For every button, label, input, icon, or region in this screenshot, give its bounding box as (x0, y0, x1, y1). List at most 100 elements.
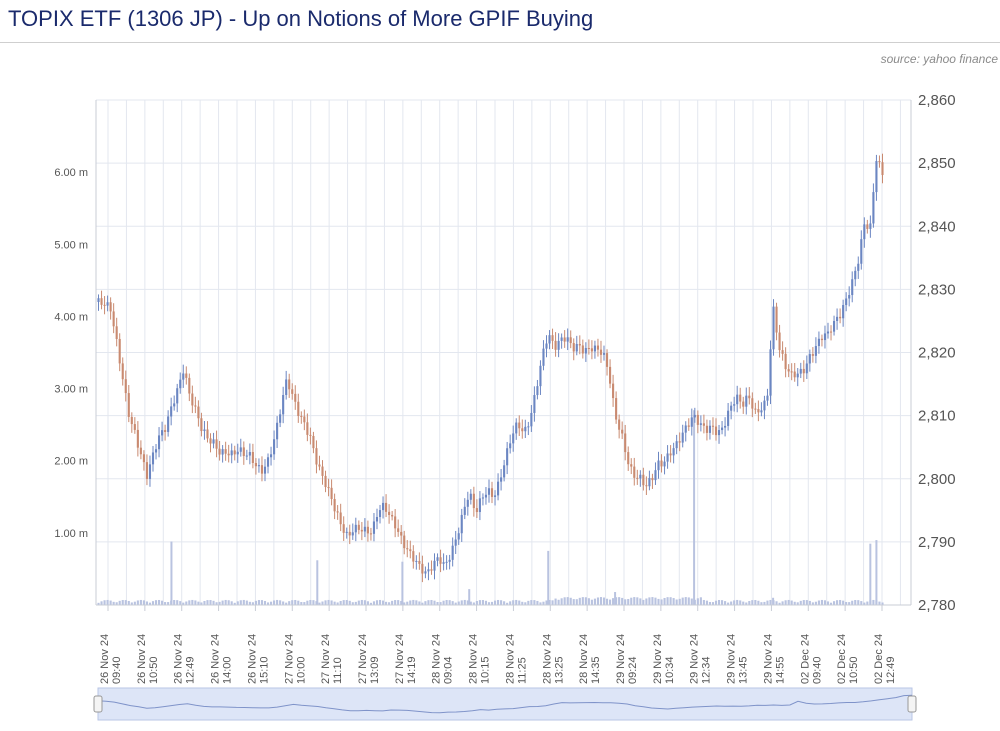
volume-bar (745, 602, 748, 605)
range-navigator[interactable] (93, 687, 917, 721)
volume-bar (636, 597, 639, 605)
candle-body (124, 379, 127, 394)
candle-body (327, 487, 330, 489)
time-tick-time: 13:25 (553, 656, 565, 684)
candle-body (696, 414, 699, 425)
volume-bar (866, 601, 869, 605)
volume-bar (403, 602, 406, 605)
candle-body (354, 524, 357, 533)
time-tick-label: 27 Nov 24 13:09 (357, 634, 381, 684)
candle-body (136, 429, 139, 448)
chart-grid (96, 99, 911, 606)
volume-bar (291, 600, 294, 605)
candle-body (397, 528, 400, 532)
volume-bar (321, 601, 324, 605)
volume-bar (327, 599, 330, 605)
candle-body (733, 404, 736, 406)
candle-body (248, 452, 251, 456)
volume-bar (115, 602, 118, 605)
volume-bar (282, 601, 285, 605)
candle-body (823, 333, 827, 341)
volume-bar (615, 597, 618, 605)
time-tick-label: 29 Nov 24 13:45 (726, 634, 750, 684)
volume-bar (836, 600, 839, 605)
volume-bar (705, 600, 708, 605)
source-note: source: yahoo finance (880, 52, 998, 66)
volume-bar (254, 600, 257, 605)
candle-body (273, 439, 276, 455)
candle-body (802, 368, 805, 374)
volume-bar (136, 600, 139, 605)
candle-body (875, 161, 878, 193)
navigator-handle-left[interactable] (93, 695, 103, 713)
candle-body (436, 557, 439, 561)
candle-body (663, 461, 666, 467)
volume-bar (490, 601, 494, 605)
candle-body (687, 425, 690, 427)
volume-spike (869, 543, 872, 605)
candle-body (872, 192, 875, 224)
time-tick-time: 12:49 (185, 656, 197, 684)
volume-bar (784, 600, 787, 605)
candle-body (739, 394, 742, 402)
time-tick-date: 27 Nov 24 (394, 634, 406, 684)
candle-body (566, 337, 569, 342)
candle-body (360, 529, 363, 532)
time-tick-time: 09:04 (443, 656, 455, 684)
volume-bar (418, 601, 421, 605)
candle-body (539, 365, 542, 387)
time-tick-time: 14:00 (222, 656, 234, 684)
candle-body (164, 430, 167, 432)
candle-body (357, 524, 360, 530)
candle-body (845, 298, 848, 306)
price-tick-label: 2,840 (918, 218, 956, 235)
volume-bar (300, 602, 303, 605)
volume-bar (572, 599, 575, 605)
candle-body (602, 353, 606, 355)
volume-bar (666, 597, 669, 605)
volume-spike (875, 540, 878, 605)
volume-bar (306, 600, 309, 605)
candle-body (727, 410, 730, 426)
candle-body (424, 571, 427, 574)
volume-bar (675, 599, 678, 605)
volume-bar (609, 599, 612, 605)
candle-body (593, 345, 596, 352)
volume-bar (336, 602, 339, 605)
volume-bar (533, 600, 536, 605)
chart-title: TOPIX ETF (1306 JP) - Up on Notions of M… (8, 6, 594, 31)
candle-body (660, 460, 663, 467)
candle-body (300, 415, 303, 417)
candle-body (866, 224, 869, 229)
candle-body (375, 517, 379, 522)
candle-body (167, 416, 170, 432)
candle-body (263, 466, 267, 474)
time-tick-label: 27 Nov 24 10:00 (283, 634, 307, 684)
volume-bar (760, 602, 763, 605)
volume-bar (536, 600, 539, 605)
candle-body (342, 524, 345, 533)
candle-body (239, 447, 242, 452)
volume-bar (342, 600, 345, 605)
volume-bar (227, 600, 230, 605)
candle-body (587, 348, 590, 350)
volume-bar (778, 602, 781, 605)
candle-body (509, 443, 512, 449)
candle-body (557, 340, 560, 350)
candle-body (742, 401, 745, 407)
volume-bar (212, 600, 215, 605)
candle-body (257, 465, 260, 467)
candle-body (318, 464, 321, 467)
candle-body (808, 354, 811, 364)
candle-body (369, 533, 372, 535)
candle-body (118, 338, 121, 364)
candle-body (409, 549, 412, 552)
volume-bar (684, 597, 687, 605)
navigator-handle-right[interactable] (907, 695, 917, 713)
price-candles (97, 153, 884, 583)
candle-body (717, 430, 721, 436)
candle-body (760, 410, 763, 413)
volume-bar (642, 599, 645, 605)
candle-body (842, 305, 845, 319)
